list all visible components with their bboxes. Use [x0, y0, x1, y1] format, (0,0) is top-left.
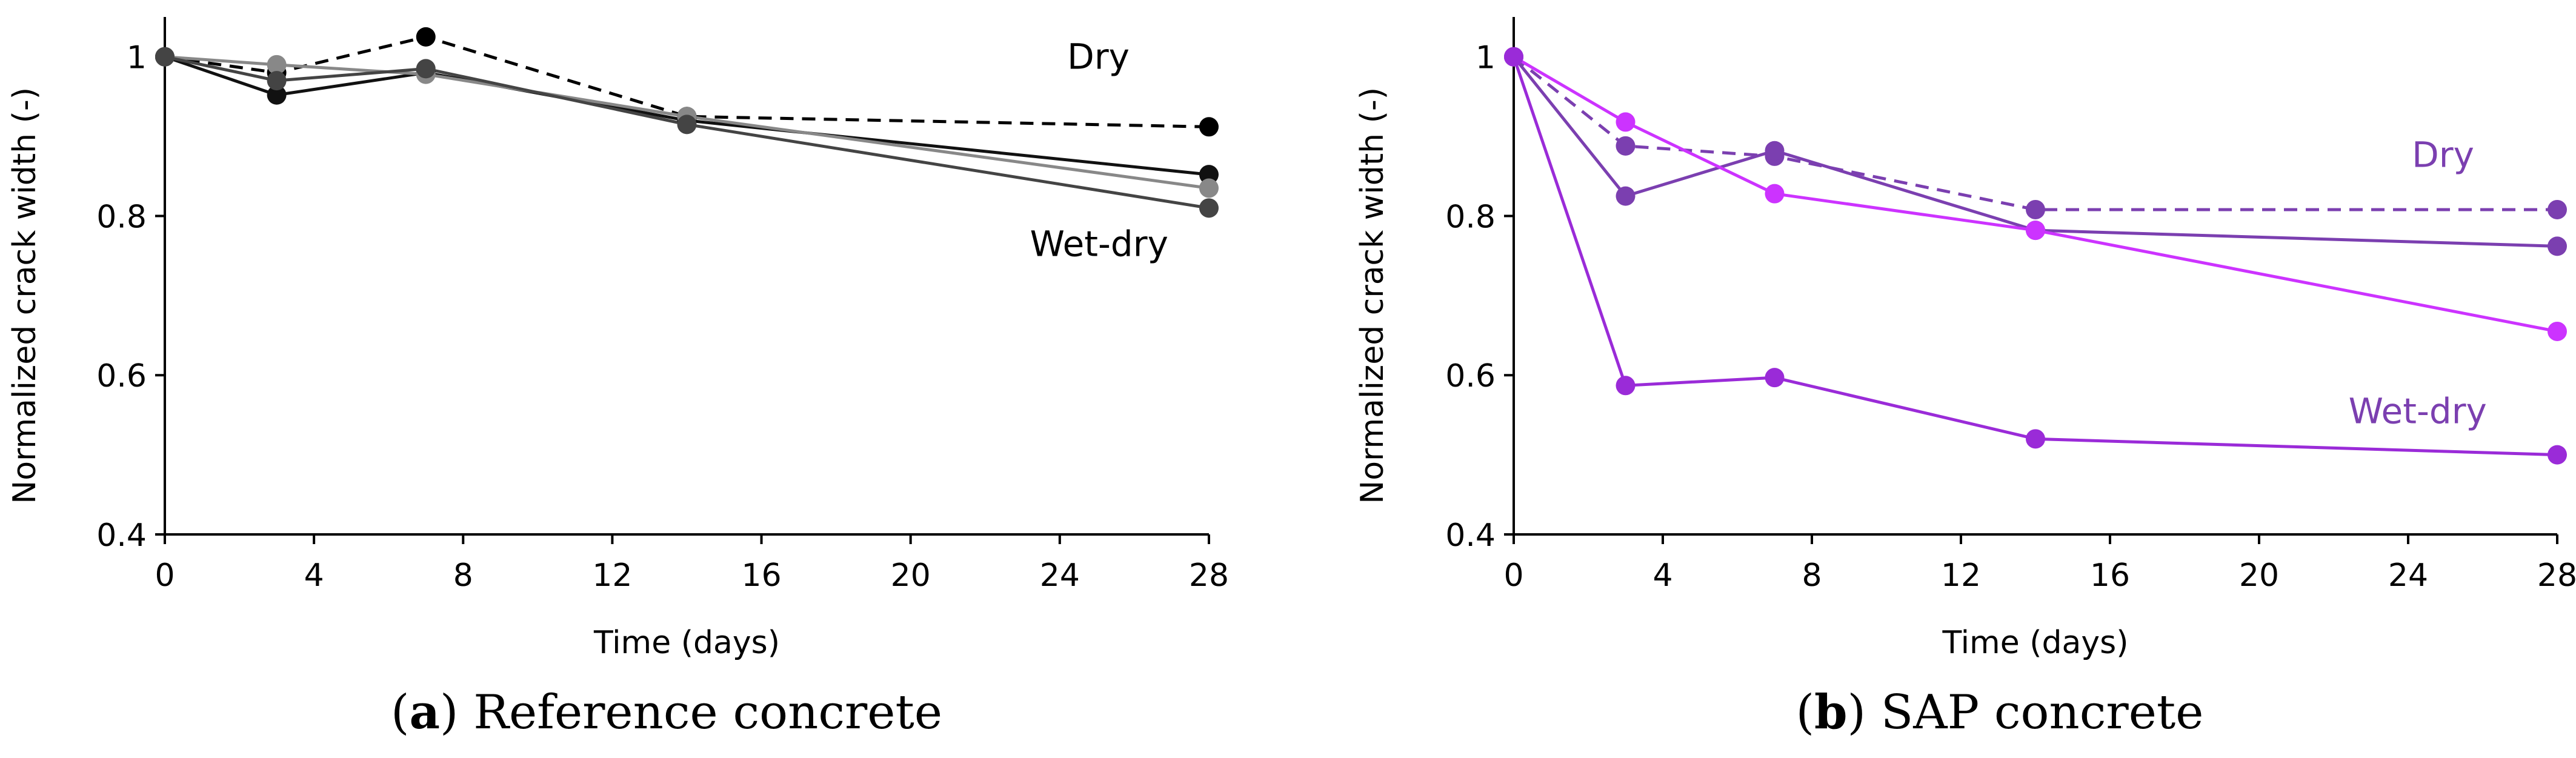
y-tick-label: 0.6 — [1445, 358, 1496, 394]
data-point — [1765, 368, 1785, 388]
data-point — [2548, 199, 2567, 219]
x-tick-label: 16 — [2090, 557, 2130, 594]
data-point — [1199, 178, 1219, 198]
x-tick-label: 24 — [2388, 557, 2428, 594]
data-point — [1765, 184, 1785, 204]
x-tick-label: 20 — [891, 557, 931, 594]
x-tick-label: 12 — [592, 557, 632, 594]
x-tick-label: 16 — [741, 557, 781, 594]
data-point — [1199, 165, 1219, 185]
x-tick-label: 24 — [1040, 557, 1080, 594]
data-point — [2026, 199, 2045, 219]
x-tick-label: 0 — [1503, 557, 1523, 594]
data-point — [2026, 429, 2045, 449]
data-point — [416, 59, 436, 79]
y-tick-label: 0.6 — [96, 358, 147, 394]
data-point — [1504, 47, 1523, 67]
x-tick-label: 12 — [1941, 557, 1981, 594]
y-tick-label: 0.4 — [1445, 517, 1496, 554]
y-tick-label: 0.8 — [1445, 199, 1496, 235]
series-line-0 — [1513, 55, 2557, 211]
x-tick-label: 20 — [2239, 557, 2279, 594]
y-tick-label: 0.4 — [96, 517, 147, 554]
y-tick-label: 1 — [127, 40, 147, 76]
x-tick-label: 28 — [2537, 557, 2576, 594]
data-point — [155, 47, 175, 67]
data-point — [267, 85, 287, 105]
data-point — [1616, 186, 1636, 206]
data-point — [2548, 236, 2567, 256]
chart-panel-reference: 0 4 8 12 16 20 24 28 0.4 0.6 0.8 1 Time (days) Normal… — [7, 17, 1229, 661]
x-tick-label: 28 — [1189, 557, 1229, 594]
annotation-label: Wet-dry — [1030, 223, 1168, 264]
annotation-label: Dry — [2412, 134, 2474, 175]
x-tick-label: 4 — [304, 557, 324, 594]
caption-label: a — [409, 685, 440, 740]
data-point — [267, 71, 287, 91]
caption-text: Reference concrete — [473, 685, 942, 740]
x-tick-label: 8 — [453, 557, 473, 594]
data-point — [416, 27, 436, 47]
x-axis-title: Time (days) — [593, 625, 780, 661]
caption-reference-concrete: (a) Reference concrete — [391, 685, 942, 740]
data-point — [1199, 117, 1219, 137]
caption-sap-concrete: (b) SAP concrete — [1796, 685, 2204, 740]
caption-label: b — [1814, 685, 1848, 740]
data-point — [2548, 321, 2567, 341]
data-point — [2548, 445, 2567, 465]
data-point — [1765, 141, 1785, 161]
caption-text: SAP concrete — [1880, 685, 2204, 740]
y-axis-title: Normalized crack width (-) — [1354, 87, 1391, 504]
annotation-label: Wet-dry — [2349, 390, 2487, 431]
x-tick-label: 8 — [1802, 557, 1822, 594]
y-axis-title: Normalized crack width (-) — [7, 87, 43, 504]
data-point — [1616, 376, 1636, 396]
data-point — [677, 115, 697, 135]
x-tick-label: 4 — [1652, 557, 1672, 594]
data-point — [1616, 112, 1636, 132]
data-point — [1616, 136, 1636, 156]
data-point — [2026, 221, 2045, 241]
y-tick-label: 1 — [1476, 40, 1496, 76]
data-point — [1199, 198, 1219, 218]
annotation-label: Dry — [1067, 36, 1130, 78]
data-point — [267, 55, 287, 75]
y-tick-label: 0.8 — [96, 199, 147, 235]
series-line-2 — [1513, 55, 2558, 333]
x-tick-label: 0 — [155, 557, 175, 594]
x-axis-title: Time (days) — [1942, 625, 2128, 661]
chart-panel-sap: 0 4 8 12 16 20 24 28 0.4 0.6 0.8 1 Time (days) Normal… — [1354, 17, 2576, 661]
